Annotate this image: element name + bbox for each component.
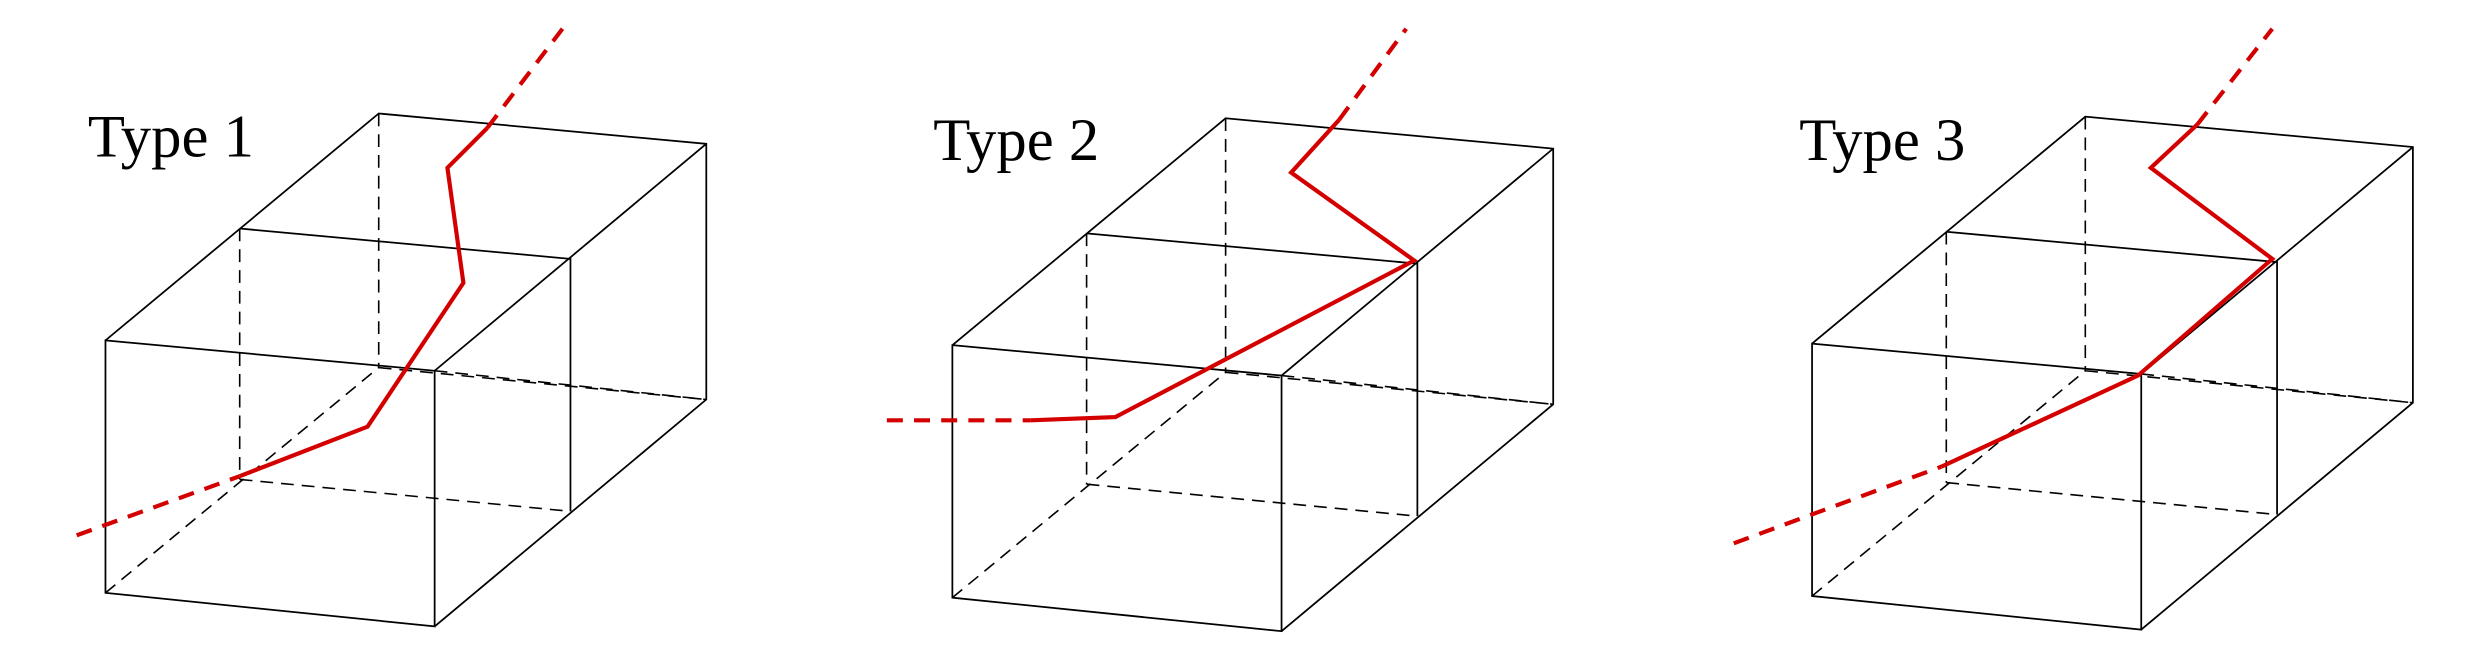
box (951, 117, 1555, 633)
crack-dashed (1733, 464, 1943, 546)
panel-type-2: Type 2 (886, 27, 1555, 633)
crack-dashed (75, 474, 241, 538)
panel-label: Type 3 (1799, 107, 1965, 174)
crack-dashed (1337, 27, 1408, 122)
crack-dashed (2195, 27, 2274, 126)
panel-label: Type 1 (88, 104, 254, 171)
crack-path (1030, 118, 1419, 423)
box (1811, 115, 2414, 631)
crack-path (238, 126, 489, 479)
panel-type-3: Type 3 (1733, 27, 2414, 631)
panel-label: Type 2 (933, 107, 1099, 174)
panel-type-1: Type 1 (75, 27, 708, 628)
crack-dashed (485, 27, 565, 130)
crack-path (1940, 123, 2276, 469)
